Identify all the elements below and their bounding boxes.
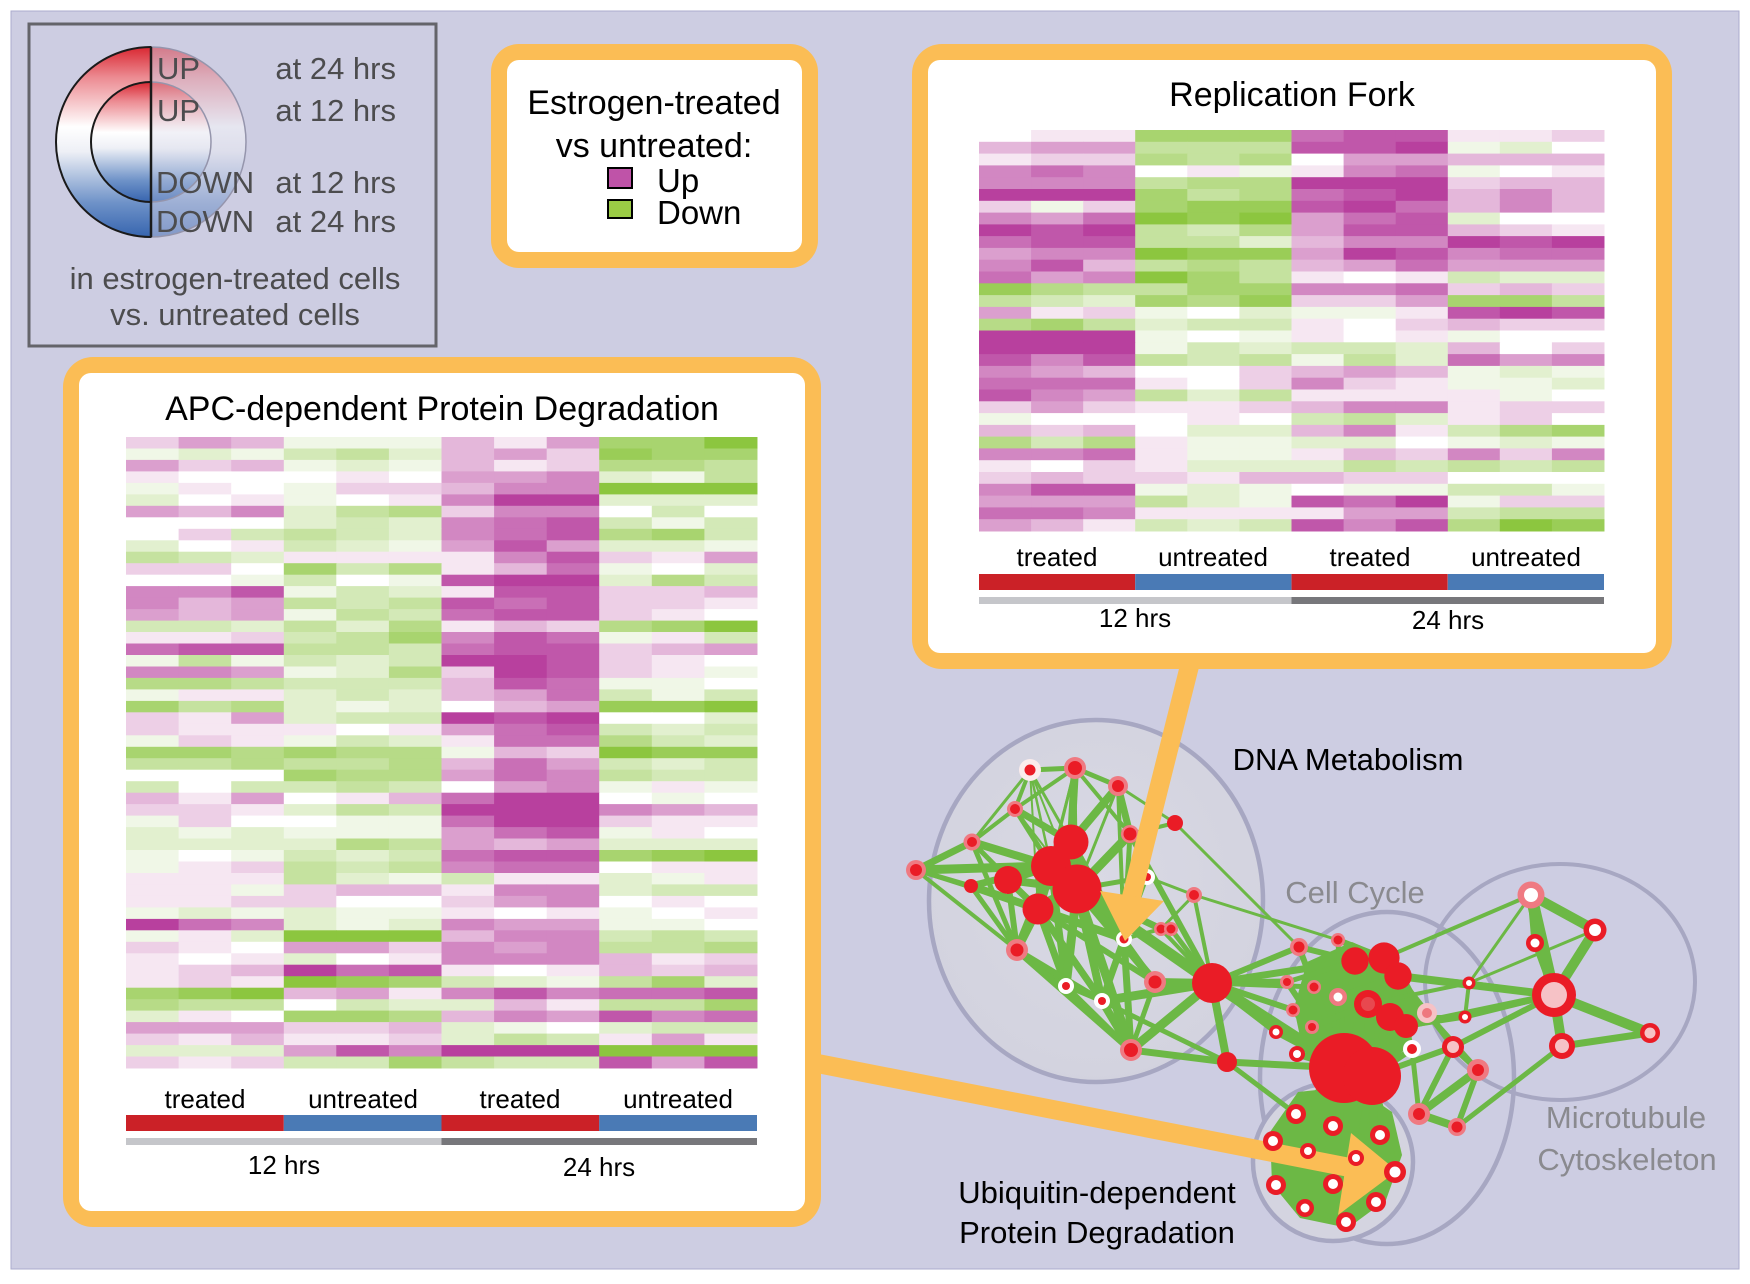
svg-text:at 12 hrs: at 12 hrs [275,93,396,128]
svg-text:treated: treated [165,1084,246,1114]
svg-text:DOWN: DOWN [156,204,254,239]
svg-text:24 hrs: 24 hrs [563,1152,635,1182]
svg-text:24 hrs: 24 hrs [1412,605,1484,635]
svg-text:untreated: untreated [623,1084,733,1114]
svg-text:untreated: untreated [308,1084,418,1114]
svg-text:in estrogen-treated cells: in estrogen-treated cells [70,261,401,296]
svg-text:12 hrs: 12 hrs [248,1150,320,1180]
svg-text:Down: Down [657,194,741,231]
svg-text:Protein Degradation: Protein Degradation [959,1215,1235,1250]
svg-text:Estrogen-treated: Estrogen-treated [527,84,780,122]
svg-text:APC-dependent Protein Degradat: APC-dependent Protein Degradation [165,390,719,428]
svg-text:at 24 hrs: at 24 hrs [275,51,396,86]
svg-text:untreated: untreated [1471,542,1581,572]
svg-text:Cytoskeleton: Cytoskeleton [1537,1142,1716,1177]
svg-text:Up: Up [657,162,699,199]
svg-text:Microtubule: Microtubule [1546,1100,1706,1135]
svg-text:untreated: untreated [1158,542,1268,572]
svg-text:12 hrs: 12 hrs [1099,603,1171,633]
svg-text:DNA Metabolism: DNA Metabolism [1233,742,1464,777]
svg-text:Cell Cycle: Cell Cycle [1285,875,1425,910]
svg-text:treated: treated [480,1084,561,1114]
svg-text:UP: UP [157,93,200,128]
svg-text:vs untreated:: vs untreated: [556,127,753,165]
svg-text:vs. untreated cells: vs. untreated cells [110,297,360,332]
svg-text:at 12 hrs: at 12 hrs [275,165,396,200]
svg-text:Replication Fork: Replication Fork [1169,76,1416,114]
svg-text:treated: treated [1330,542,1411,572]
svg-text:at 24 hrs: at 24 hrs [275,204,396,239]
svg-text:UP: UP [157,51,200,86]
svg-text:DOWN: DOWN [156,165,254,200]
svg-text:treated: treated [1017,542,1098,572]
svg-text:Ubiquitin-dependent: Ubiquitin-dependent [958,1175,1236,1210]
